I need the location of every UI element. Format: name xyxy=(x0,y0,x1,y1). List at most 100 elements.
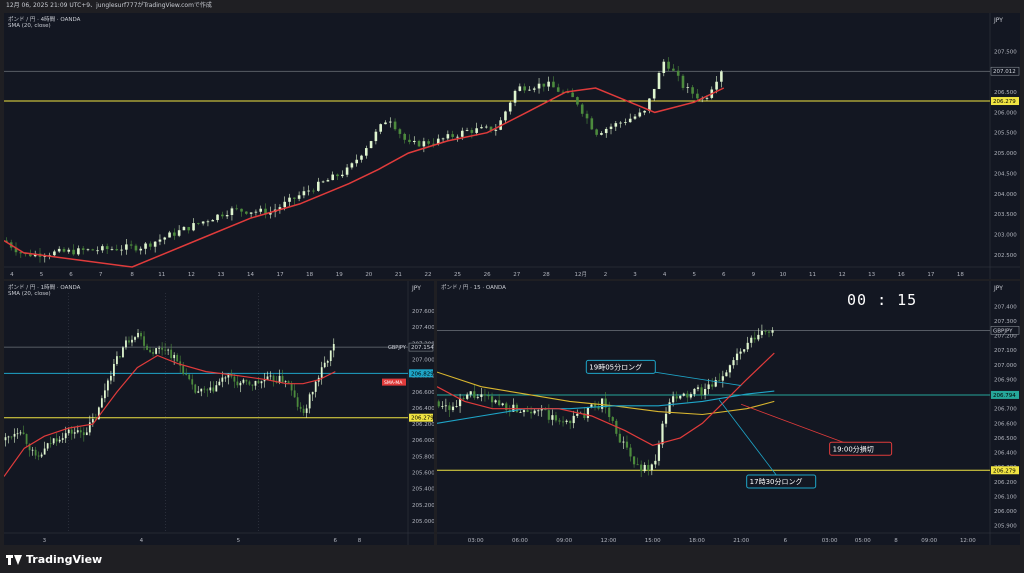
candle-body xyxy=(451,134,454,137)
candle-body xyxy=(167,349,170,351)
y-tick-label: 205.000 xyxy=(412,519,434,525)
candle-body xyxy=(552,81,555,88)
candle-body xyxy=(14,247,18,253)
candle-body xyxy=(393,121,397,130)
candle-body xyxy=(652,88,656,99)
candle-body xyxy=(689,394,692,398)
chart-pane-15m[interactable]: 207.400 207.300 207.200 207.100 207.000 206.9… xyxy=(437,281,1020,545)
sma-line[interactable] xyxy=(4,87,725,268)
candle-body xyxy=(76,430,79,433)
candle-body xyxy=(746,342,749,350)
candle-body xyxy=(544,408,547,411)
candle-body xyxy=(540,408,543,411)
candle-body xyxy=(240,208,243,212)
y-tick-label: 204.000 xyxy=(994,192,1017,198)
x-tick-label: 12 xyxy=(839,272,846,278)
candle-body xyxy=(326,361,329,363)
annotation-label: 17時30分ロング xyxy=(750,477,803,486)
candle-body xyxy=(446,134,450,139)
candle-body xyxy=(551,415,554,420)
candle-body xyxy=(122,347,124,358)
candle-body xyxy=(302,191,306,196)
candle-body xyxy=(182,227,186,231)
x-tick-label: 4 xyxy=(10,272,14,278)
candle-body xyxy=(185,373,188,375)
candle-body xyxy=(287,381,290,383)
candle-body xyxy=(296,397,299,407)
candle-body xyxy=(70,429,73,434)
candle-body xyxy=(329,350,332,362)
candle-body xyxy=(96,250,99,252)
y-tick-label: 205.600 xyxy=(412,470,434,476)
x-tick-label: 7 xyxy=(99,272,103,278)
x-tick-label: 9 xyxy=(752,272,756,278)
price-label-bg xyxy=(990,326,1020,335)
candle-body xyxy=(412,140,416,143)
price-label: 206.279 xyxy=(411,416,434,422)
candle-body xyxy=(625,441,629,448)
candle-body xyxy=(720,71,723,82)
sma-line-red[interactable] xyxy=(437,352,775,446)
candle-body xyxy=(732,360,735,366)
candle-body xyxy=(432,143,435,145)
candle-body xyxy=(604,128,608,134)
countdown-timer: 00 : 15 xyxy=(847,291,918,309)
candle-body xyxy=(52,438,55,444)
y-tick-label: 206.400 xyxy=(412,406,434,412)
annotation-box[interactable] xyxy=(746,474,817,489)
y-tick-label: 207.000 xyxy=(412,358,434,364)
candle-body xyxy=(161,347,164,350)
price-label: 206.279 xyxy=(993,468,1016,474)
x-tick-label: 5 xyxy=(40,272,44,278)
candle-body xyxy=(197,223,200,224)
candle-body xyxy=(436,138,440,144)
chart-pane-1h[interactable]: 207.600207.400207.200207.000206.800206.6… xyxy=(4,281,434,545)
x-tick-label: 25 xyxy=(454,272,461,278)
chart-canvas-1h[interactable]: 207.600207.400207.200207.000206.800206.6… xyxy=(4,281,434,545)
annotation-box[interactable] xyxy=(585,359,656,374)
chart-canvas-4h[interactable]: 207.500207.000206.500206.000205.500205.0… xyxy=(4,13,1020,279)
candle-body xyxy=(374,131,378,142)
candle-body xyxy=(572,415,575,424)
x-tick-label: 03:00 xyxy=(468,538,484,544)
candle-body xyxy=(526,410,529,412)
candle-body xyxy=(650,464,653,471)
annotation-box[interactable] xyxy=(829,441,893,456)
chart-canvas-15m[interactable]: 207.400 207.300 207.200 207.100 207.000 206.9… xyxy=(437,281,1020,545)
candle-body xyxy=(566,92,570,93)
candle-body xyxy=(22,432,25,435)
candle-body xyxy=(580,104,584,114)
candle-body xyxy=(679,395,682,399)
candle-body xyxy=(278,207,282,210)
candle-body xyxy=(264,208,267,215)
y-tick-label: 207.400 xyxy=(994,304,1017,310)
candle-body xyxy=(317,181,320,191)
candle-body xyxy=(49,443,52,445)
x-tick-label: 20 xyxy=(365,272,372,278)
tradingview-logo[interactable]: TradingView xyxy=(6,553,102,566)
x-tick-label: 03:00 xyxy=(822,538,838,544)
candle-body xyxy=(441,406,444,407)
x-tick-label: 11 xyxy=(809,272,816,278)
sma-line-cyan[interactable] xyxy=(437,390,775,424)
candle-body xyxy=(601,398,604,409)
candle-body xyxy=(700,387,703,395)
y-tick-label: 203.000 xyxy=(994,232,1017,238)
x-tick-label: 05:00 xyxy=(855,538,871,544)
candle-body xyxy=(693,388,696,395)
x-tick-label: 5 xyxy=(692,272,696,278)
candle-body xyxy=(360,155,363,160)
chart-pane-4h[interactable]: 207.500207.000206.500206.000205.500205.0… xyxy=(4,13,1020,279)
candle-body xyxy=(476,396,479,398)
candle-body xyxy=(480,394,483,397)
candle-body xyxy=(177,230,181,236)
x-tick-label: 21 xyxy=(395,272,402,278)
sma-line[interactable] xyxy=(4,354,336,477)
sma-tag: SMA-MA xyxy=(384,380,403,386)
header-text: 12月 06, 2025 21:09 UTC+9、junglesurf777がT… xyxy=(0,0,1024,12)
candle-body xyxy=(144,243,147,249)
candle-body xyxy=(750,337,753,343)
candle-body xyxy=(197,391,200,393)
candle-body xyxy=(97,407,100,420)
candle-body xyxy=(654,460,657,465)
